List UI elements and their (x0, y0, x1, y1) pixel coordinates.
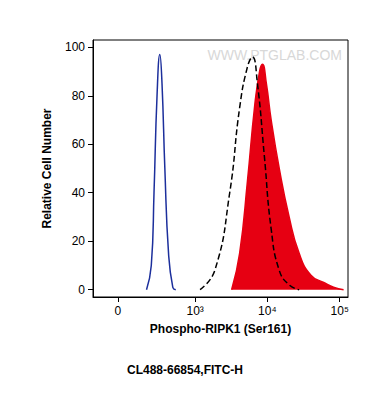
svg-text:0: 0 (78, 283, 85, 297)
svg-text:10⁵: 10⁵ (331, 304, 349, 318)
svg-text:40: 40 (72, 186, 86, 200)
svg-text:WWW.PTGLAB.COM: WWW.PTGLAB.COM (207, 47, 342, 63)
svg-text:80: 80 (72, 89, 86, 103)
svg-text:20: 20 (72, 234, 86, 248)
svg-text:0: 0 (114, 304, 121, 318)
svg-text:100: 100 (65, 40, 85, 54)
svg-text:Relative Cell Number: Relative Cell Number (40, 108, 54, 228)
svg-text:10⁴: 10⁴ (258, 304, 277, 318)
svg-text:10³: 10³ (186, 304, 203, 318)
svg-text:Phospho-RIPK1 (Ser161): Phospho-RIPK1 (Ser161) (150, 322, 291, 336)
svg-text:60: 60 (72, 137, 86, 151)
svg-text:CL488-66854,FITC-H: CL488-66854,FITC-H (127, 363, 243, 377)
